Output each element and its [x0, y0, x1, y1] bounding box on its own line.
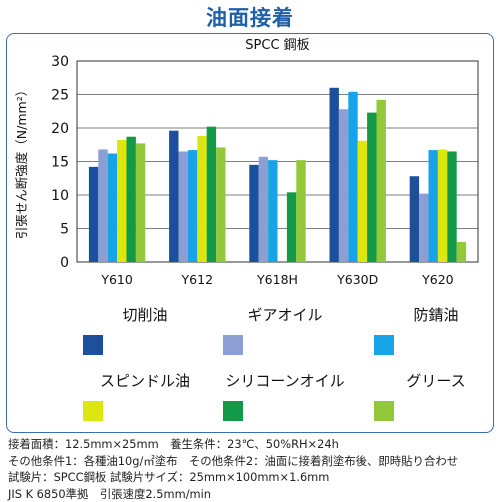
- page-title: 油面接着: [206, 6, 294, 30]
- legend-item: 防錆油: [361, 304, 500, 364]
- x-tick-label: Y612: [181, 272, 214, 287]
- bar-切削油-Y618H: [249, 164, 259, 262]
- y-tick-label: 15: [51, 155, 69, 171]
- y-tick-label: 30: [51, 54, 69, 70]
- bar-グリース-Y612: [216, 147, 226, 262]
- bar-防錆油-Y620: [428, 150, 438, 262]
- legend-swatch: [83, 335, 103, 355]
- bar-切削油-Y612: [169, 130, 179, 262]
- bar-スピンドル油-Y630D: [357, 140, 368, 262]
- x-tick-label: Y610: [100, 272, 133, 287]
- legend-label: シリコーンオイル: [225, 372, 345, 390]
- test-conditions: 接着面積：12.5mm×25mm 養生条件：23℃、50%RH×24h その他条…: [8, 436, 496, 502]
- bar-シリコーンオイル-Y618H: [286, 192, 297, 262]
- bar-グリース-Y610: [135, 143, 146, 262]
- x-tick-label: Y620: [421, 272, 454, 287]
- legend-label: スピンドル油: [99, 372, 190, 390]
- bar-ギアオイル-Y620: [419, 193, 429, 262]
- y-tick-label: 20: [51, 121, 69, 137]
- bar-ギアオイル-Y612: [178, 151, 188, 262]
- legend-label: グリース: [406, 372, 466, 390]
- bar-スピンドル油-Y610: [117, 140, 127, 262]
- bar-シリコーンオイル-Y612: [206, 126, 217, 262]
- bar-スピンドル油-Y612: [197, 136, 207, 262]
- chart-title: SPCC 鋼板: [245, 38, 309, 53]
- bar-防錆油-Y630D: [348, 91, 358, 262]
- legend-label: 防錆油: [413, 306, 459, 324]
- y-axis-label: 引張せん断強度（N/mm²）: [14, 84, 29, 239]
- legend-swatch: [223, 335, 243, 355]
- legend-swatch: [374, 401, 394, 421]
- footer-line-1: 接着面積：12.5mm×25mm 養生条件：23℃、50%RH×24h: [8, 437, 339, 451]
- bar-スピンドル油-Y620: [437, 149, 448, 262]
- y-tick-label: 25: [51, 88, 69, 104]
- bar-防錆油-Y612: [187, 150, 198, 262]
- y-tick-label: 10: [51, 188, 69, 204]
- legend-item: シリコーンオイル: [210, 370, 360, 430]
- chart-panel: SPCC 鋼板 0 5 10 15 20 25 30 引張せん断強度（N/mm²） Y610 Y61…: [6, 33, 494, 433]
- chart: SPCC 鋼板 0 5 10 15 20 25 30 引張せん断強度（N/mm²） Y610 Y61…: [14, 38, 479, 287]
- bar-防錆油-Y610: [107, 153, 118, 262]
- bar-ギアオイル-Y610: [98, 149, 108, 262]
- legend-swatch: [223, 401, 243, 421]
- legend-item: グリース: [361, 370, 500, 430]
- bar-グリース-Y620: [456, 241, 467, 262]
- bar-ギアオイル-Y618H: [258, 156, 269, 262]
- bar-グリース-Y618H: [296, 160, 306, 262]
- footer-line-2: その他条件1：各種油10g/㎡塗布 その他条件2：油面に接着剤塗布後、即時貼り合…: [8, 453, 459, 468]
- bar-シリコーンオイル-Y610: [126, 136, 136, 262]
- legend-item: 切削油: [70, 304, 220, 364]
- x-tick-label: Y630D: [336, 272, 378, 287]
- legend-label: 切削油: [122, 306, 168, 324]
- y-tick-label: 0: [60, 255, 69, 271]
- bar-シリコーンオイル-Y620: [447, 151, 457, 262]
- bar-グリース-Y630D: [376, 99, 386, 262]
- legend-item: スピンドル油: [70, 370, 220, 430]
- bar-ギアオイル-Y630D: [338, 109, 349, 263]
- y-tick-label: 5: [60, 222, 69, 238]
- legend-swatch: [374, 335, 394, 355]
- footer-line-4: JIS K 6850準拠 引張速度2.5mm/min: [8, 486, 212, 501]
- bar-切削油-Y610: [88, 166, 99, 262]
- bar-切削油-Y630D: [329, 87, 339, 262]
- legend-label: ギアオイル: [247, 306, 323, 324]
- bar-切削油-Y620: [409, 176, 420, 262]
- x-tick-label: Y618H: [256, 272, 298, 287]
- bar-防錆油-Y618H: [268, 160, 278, 262]
- legend-item: ギアオイル: [210, 304, 360, 364]
- legend-swatch: [83, 401, 103, 421]
- bar-シリコーンオイル-Y630D: [367, 112, 377, 262]
- footer-line-3: 試験片：SPCC鋼板 試験片サイズ：25mm×100mm×1.6mm: [8, 470, 330, 485]
